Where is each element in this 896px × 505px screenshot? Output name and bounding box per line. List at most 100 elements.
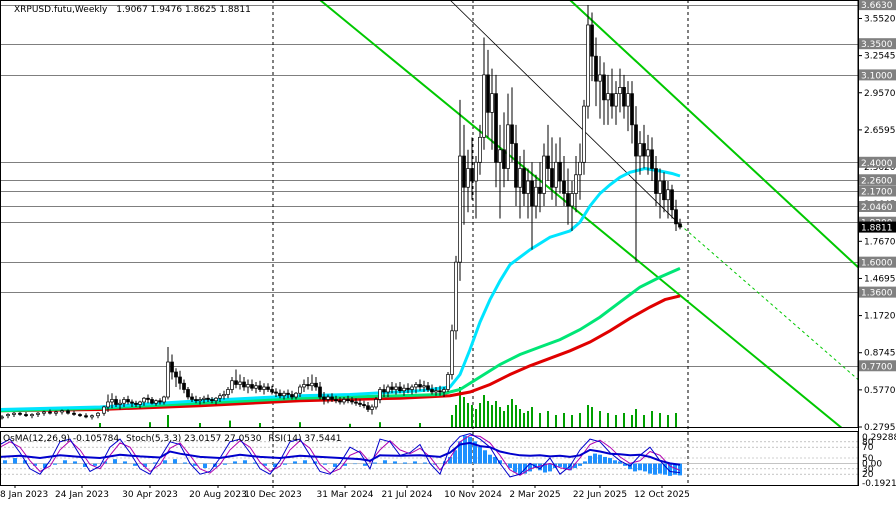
osma-bar (253, 462, 257, 464)
candle-bull (454, 261, 458, 332)
volume-bar (631, 415, 633, 427)
candle-bear (242, 381, 246, 388)
channel-line (319, 0, 843, 427)
volume-bar (539, 413, 541, 427)
time-tick-label: 10 Nov 2024 (444, 490, 502, 500)
volume-bars (99, 387, 677, 427)
candle-bear (522, 168, 526, 194)
volume-bar (503, 411, 505, 427)
time-tick-label: 10 Dec 2023 (244, 490, 302, 500)
candle-bear (322, 396, 326, 400)
indicator-tick-label: -0.19214 (862, 479, 896, 489)
candle-bear (538, 186, 542, 194)
candle-bear (334, 399, 338, 402)
horizontal-level-lines (0, 5, 858, 367)
candle-bull (282, 392, 286, 397)
candle-bull (110, 399, 114, 403)
candle-bear (170, 361, 174, 373)
indicator-tick-label: 70 (862, 443, 874, 453)
osma-bar (498, 460, 502, 464)
osma-bar (563, 463, 567, 470)
candle-bull (254, 385, 258, 389)
candle-bear (72, 412, 76, 415)
level-box (859, 256, 896, 268)
candle-bear (48, 411, 52, 414)
level-box (859, 185, 896, 197)
candle-bull (606, 93, 610, 101)
osma-bar (538, 463, 542, 471)
price-tick-label: 0.5770 (864, 386, 896, 396)
osma-bar (448, 456, 452, 464)
osma-bar (658, 463, 662, 474)
price-tick-label: 2.6595 (864, 126, 896, 136)
volume-bar (675, 413, 677, 427)
candle-bull (96, 412, 100, 417)
symbol-label: XRPUSD.futu,Weekly (14, 5, 108, 15)
candle-bear (274, 391, 278, 394)
osma-bar (343, 463, 347, 466)
candle-bull (658, 180, 662, 194)
volume-bar (419, 423, 421, 427)
volume-bar (229, 420, 231, 427)
volume-bar (515, 405, 517, 427)
candle-bull (586, 24, 590, 107)
candle-bear (610, 93, 614, 107)
candle-bull (626, 93, 630, 107)
time-tick-label: 12 Oct 2025 (634, 490, 690, 500)
indicator-pane (0, 433, 858, 478)
candle-bull (142, 397, 146, 403)
level-label: 2.0460 (861, 203, 893, 213)
level-box (859, 69, 896, 81)
candle-bear (654, 168, 658, 194)
candle-bull (450, 330, 454, 375)
candle-bear (486, 74, 490, 113)
osma-bar (668, 463, 672, 476)
channel-lines (319, 0, 858, 427)
channel-line (569, 0, 858, 268)
time-tick-label: 31 Mar 2024 (316, 490, 373, 500)
candle-bear (426, 385, 430, 390)
volume-bar (571, 415, 573, 427)
candle-bull (394, 386, 398, 390)
candle-bull (162, 396, 166, 403)
indicator-tick-label: 20 (862, 470, 874, 480)
candle-bull (614, 93, 618, 107)
osma-bar (393, 461, 397, 464)
osma-bar (453, 450, 457, 464)
candle-bull (374, 399, 378, 408)
candle-bull (326, 396, 330, 400)
candle-bear (178, 376, 182, 384)
candle-bull (230, 380, 234, 390)
osma-bar (323, 463, 327, 465)
candle-bear (266, 386, 270, 390)
osma-bar (483, 450, 487, 464)
candle-bull (618, 87, 622, 94)
candle-bull (122, 399, 126, 404)
osma-bar (478, 446, 482, 464)
candle-bear (594, 55, 598, 82)
candle-bull (646, 149, 650, 157)
candle-bear (494, 93, 498, 163)
osma-bar (363, 463, 367, 466)
candle-bear (566, 193, 570, 207)
osma-bar (3, 460, 7, 464)
chart-header: XRPUSD.futu,Weekly 1.9067 1.9476 1.8625 … (14, 5, 251, 15)
price-tick-label: 1.7670 (864, 237, 896, 247)
candle-bull (302, 384, 306, 388)
volume-bar (643, 415, 645, 427)
osma-bar (353, 463, 357, 465)
osma-bar (153, 462, 157, 464)
candle-bear (678, 223, 682, 228)
osma-bar (663, 463, 667, 475)
volume-bar (591, 407, 593, 427)
candle-bull (30, 414, 34, 417)
osma-bar (518, 463, 522, 475)
price-tick-label: 0.8745 (864, 349, 896, 359)
osma-bar (83, 463, 87, 467)
osma-bar (413, 461, 417, 464)
candle-bear (562, 180, 566, 194)
